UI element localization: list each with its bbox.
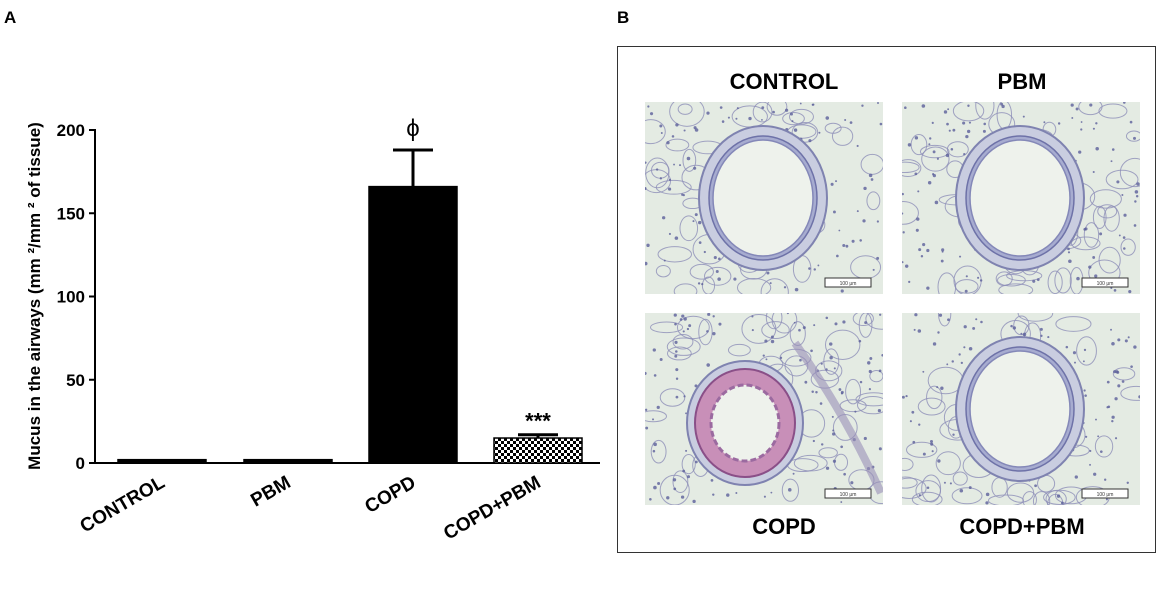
- micrograph-panel: CONTROL PBM 100 μm 100 μm 100 μm 100 μm …: [617, 46, 1156, 553]
- y-axis-label: Mucus in the airways (mm ²/mm ² of tissu…: [25, 122, 44, 470]
- micrograph-copd-pbm: 100 μm: [902, 313, 1140, 505]
- bar-chart: 0 50 100 150 200 Mucus in the airways (mm ²/m…: [25, 115, 600, 544]
- panel-b-label: B: [617, 8, 630, 27]
- micro-title-pbm: PBM: [997, 69, 1047, 94]
- x-tick-label: PBM: [247, 472, 294, 511]
- bar-annotation: ***: [525, 409, 551, 434]
- bar-control: [117, 458, 207, 464]
- scale-bar-label: 100 μm: [1097, 281, 1114, 287]
- scale-bar-label: 100 μm: [840, 492, 857, 498]
- micro-title-copd: COPD: [752, 514, 816, 539]
- y-tick-label: 200: [57, 121, 85, 140]
- micrograph-drawing: 100 μm: [645, 313, 883, 505]
- panel-a-label: A: [4, 8, 17, 27]
- x-tick-label: COPD+PBM: [440, 472, 544, 544]
- micro-title-copd-pbm: COPD+PBM: [959, 514, 1085, 539]
- y-tick-label: 0: [76, 454, 85, 473]
- y-tick-label: 150: [57, 204, 85, 223]
- x-tick-label: CONTROL: [77, 472, 169, 537]
- y-tick-label: 100: [57, 288, 85, 307]
- bar-annotation: ϕ: [406, 115, 419, 142]
- micrograph-control: 100 μm: [645, 102, 883, 294]
- scale-bar-label: 100 μm: [1097, 492, 1114, 498]
- bar-pbm: [243, 458, 333, 464]
- micrograph-drawing: 100 μm: [645, 102, 883, 294]
- micro-title-control: CONTROL: [729, 69, 839, 94]
- micrograph-copd: 100 μm: [645, 313, 883, 505]
- x-tick-label: COPD: [361, 472, 419, 518]
- bar-copd: [368, 185, 458, 464]
- bar-copd-pbm: [493, 437, 583, 464]
- micrograph-pbm: 100 μm: [902, 102, 1140, 294]
- scale-bar-label: 100 μm: [840, 281, 857, 287]
- y-tick-label: 50: [66, 371, 85, 390]
- micrograph-drawing: 100 μm: [902, 102, 1140, 294]
- micrograph-drawing: 100 μm: [902, 313, 1140, 505]
